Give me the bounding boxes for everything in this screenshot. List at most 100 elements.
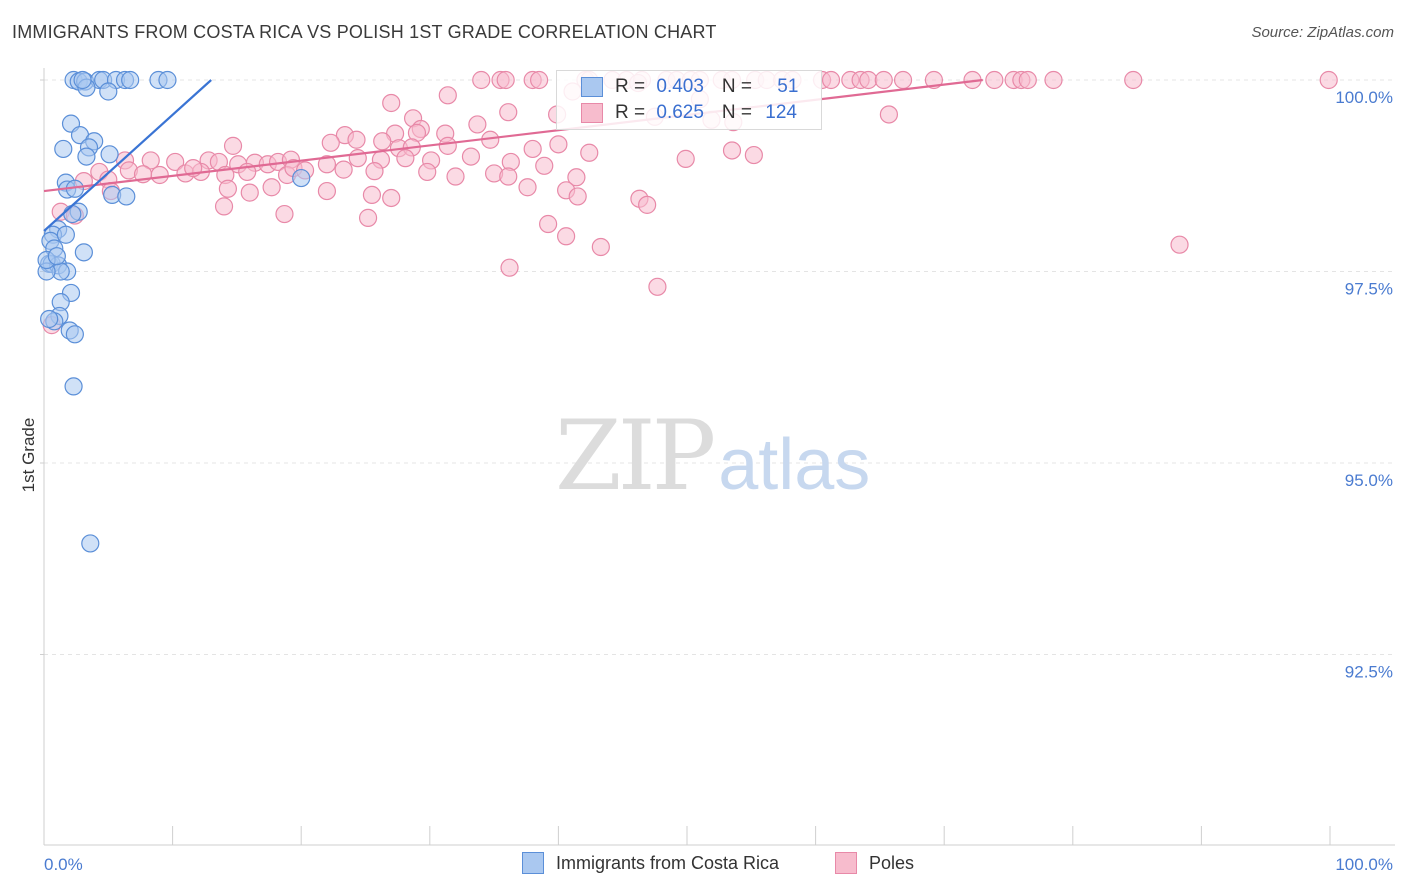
- poles-point: [418, 162, 437, 182]
- poles-point: [472, 70, 491, 90]
- legend-item-costa-rica[interactable]: Immigrants from Costa Rica: [522, 852, 779, 874]
- costa-rica-point: [63, 204, 82, 224]
- poles-point: [166, 152, 185, 172]
- costa-rica-point: [40, 309, 59, 329]
- poles-point: [500, 258, 519, 277]
- poles-point: [347, 130, 366, 149]
- poles-point: [580, 143, 599, 162]
- y-tick-label: 97.5%: [1345, 280, 1393, 299]
- poles-point: [893, 70, 913, 90]
- poles-point: [1319, 70, 1338, 90]
- poles-point: [859, 70, 878, 90]
- legend-r-label: R =: [615, 102, 651, 123]
- poles-point: [214, 197, 234, 216]
- poles-point: [240, 183, 259, 202]
- legend-n-value: 124: [765, 102, 797, 123]
- poles-point: [549, 135, 568, 154]
- legend-label-poles: Poles: [869, 852, 915, 873]
- poles-point: [150, 165, 169, 185]
- legend-row-costa-rica: R = 0.403 N = 51: [581, 75, 798, 99]
- legend-swatch-pink: [835, 852, 857, 874]
- costa-rica-point: [81, 534, 100, 553]
- poles-point: [744, 145, 763, 165]
- poles-point: [523, 139, 542, 159]
- poles-point: [321, 133, 340, 152]
- poles-point: [499, 167, 518, 186]
- costa-rica-trend-line: [43, 79, 212, 232]
- trend-lines: [43, 78, 983, 232]
- poles-point: [317, 181, 337, 201]
- chart-title: IMMIGRANTS FROM COSTA RICA VS POLISH 1ST…: [12, 22, 717, 42]
- poles-point: [722, 141, 742, 160]
- poles-point: [985, 70, 1004, 90]
- poles-point: [591, 237, 610, 257]
- poles-point: [334, 160, 353, 179]
- series-legend: Immigrants from Costa Rica Poles: [0, 852, 1406, 878]
- poles-point: [821, 70, 841, 90]
- poles-point: [468, 115, 487, 134]
- poles-point: [1018, 70, 1037, 90]
- x-tick-label-max: 100.0%: [1335, 855, 1393, 874]
- poles-point: [879, 105, 899, 124]
- source-label[interactable]: Source: ZipAtlas.com: [1251, 24, 1394, 41]
- costa-rica-point: [121, 70, 140, 90]
- poles-point: [638, 195, 657, 214]
- poles-point: [446, 167, 465, 186]
- poles-point: [382, 93, 401, 113]
- poles-point: [530, 70, 549, 90]
- poles-point: [1044, 70, 1063, 90]
- poles-point: [567, 168, 586, 187]
- poles-point: [461, 147, 481, 166]
- legend-n-label: N =: [721, 76, 758, 97]
- legend-n-value: 51: [777, 76, 799, 97]
- poles-point: [382, 188, 401, 208]
- costa-rica-point: [54, 139, 73, 159]
- poles-point: [223, 136, 243, 155]
- legend-swatch-blue: [522, 852, 544, 874]
- poles-point: [275, 204, 294, 224]
- costa-rica-point: [99, 82, 118, 101]
- poles-point: [362, 185, 382, 204]
- poles-point: [874, 70, 893, 90]
- x-tick-label-min: 0.0%: [44, 855, 83, 874]
- y-tick-label: 100.0%: [1335, 88, 1393, 107]
- poles-point: [518, 178, 537, 197]
- legend-item-poles[interactable]: Poles: [835, 852, 914, 874]
- poles-point: [218, 179, 237, 198]
- costa-rica-point: [292, 168, 311, 188]
- poles-point: [141, 151, 160, 170]
- poles-point: [317, 155, 337, 174]
- y-tick-label: 92.5%: [1345, 663, 1393, 682]
- legend-n-label: N =: [721, 102, 758, 123]
- poles-point: [676, 149, 695, 168]
- poles-point: [496, 70, 515, 90]
- costa-rica-point: [47, 247, 66, 266]
- poles-point: [396, 149, 415, 168]
- legend-r-value: 0.403: [656, 76, 704, 97]
- poles-trend-line: [43, 78, 983, 193]
- legend-r-label: R =: [615, 76, 651, 97]
- costa-rica-point: [158, 70, 177, 90]
- y-axis-title: 1st Grade: [19, 418, 38, 493]
- poles-point: [535, 156, 554, 175]
- costa-rica-point: [73, 70, 92, 90]
- legend-swatch-pink: [581, 103, 603, 123]
- poles-point: [557, 227, 576, 246]
- poles-point: [358, 208, 378, 227]
- legend-label-costa-rica: Immigrants from Costa Rica: [556, 852, 780, 873]
- axes: [40, 68, 1395, 846]
- poles-point: [438, 136, 457, 155]
- costa-rica-point: [56, 225, 75, 244]
- legend-swatch-blue: [581, 77, 603, 97]
- poles-point: [1124, 70, 1143, 90]
- poles-point: [499, 103, 518, 122]
- poles-point: [365, 162, 384, 181]
- poles-point: [568, 187, 587, 206]
- poles-point: [438, 86, 457, 105]
- costa-rica-point: [65, 325, 84, 344]
- poles-point: [262, 178, 281, 197]
- costa-rica-point: [77, 147, 96, 166]
- legend-r-value: 0.625: [656, 102, 704, 123]
- costa-rica-points: [37, 70, 311, 553]
